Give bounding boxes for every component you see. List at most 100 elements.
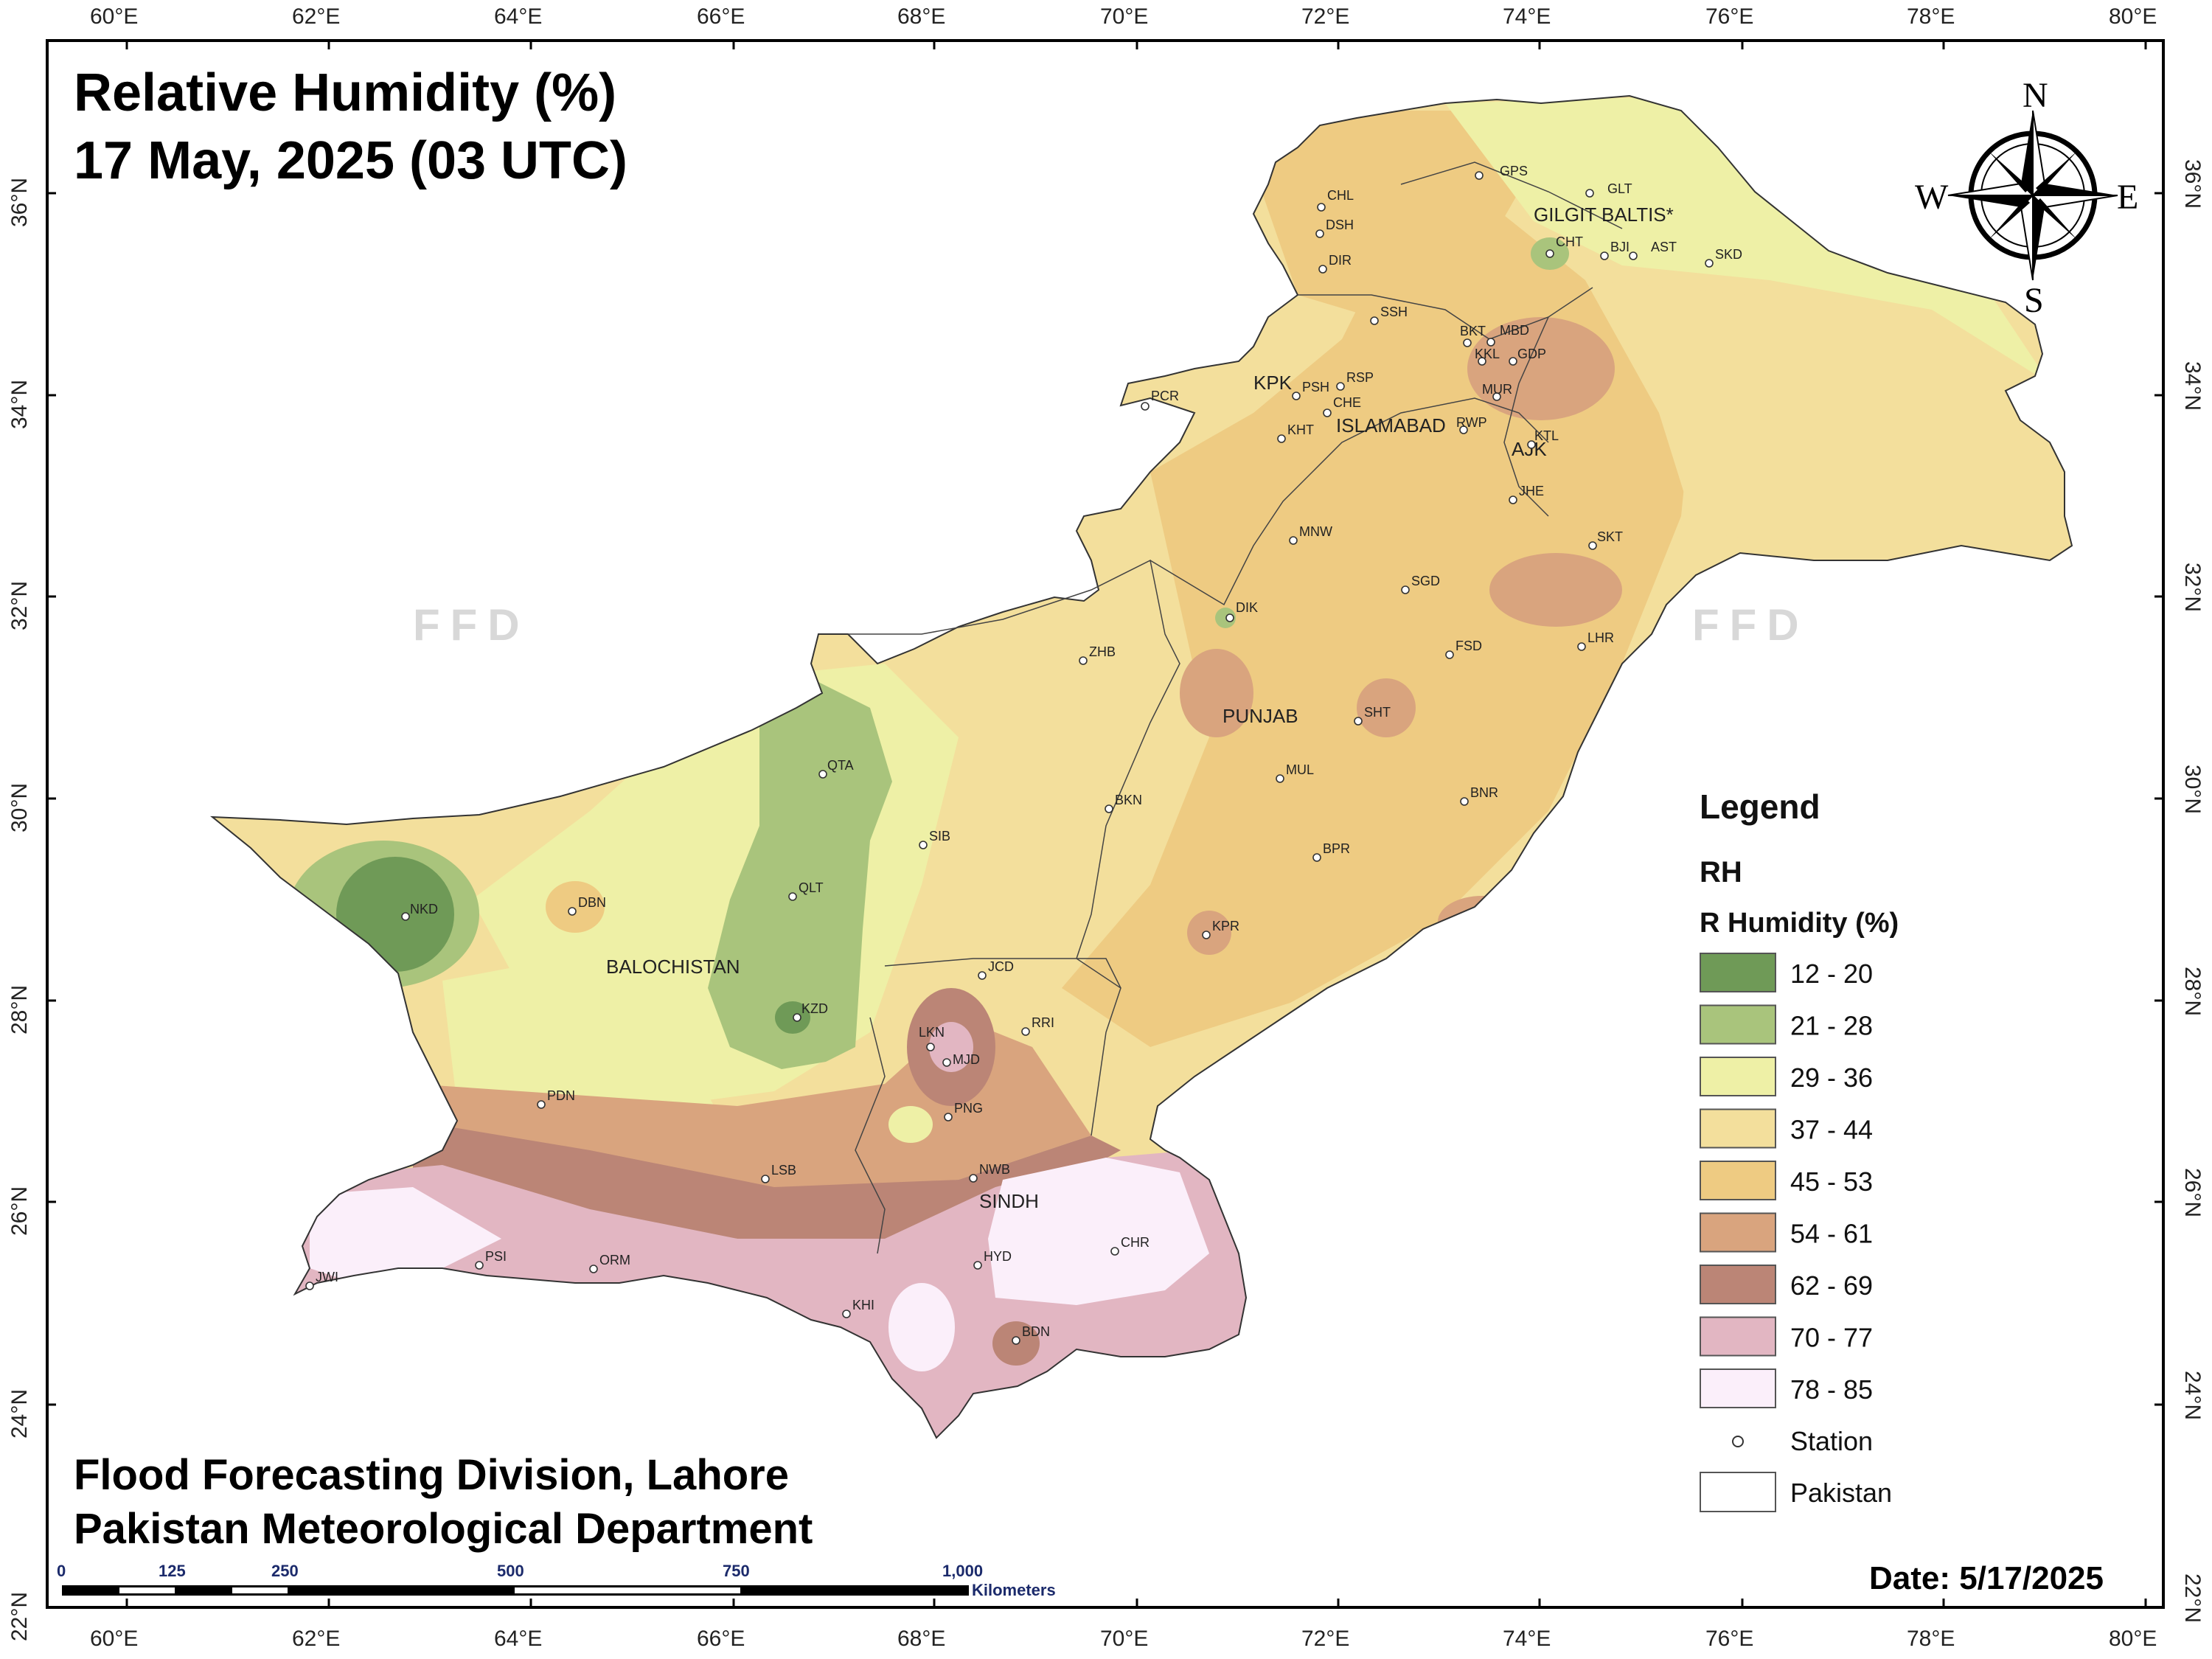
station-marker xyxy=(926,1043,935,1051)
lon-tick-label-bottom: 62°E xyxy=(292,1627,340,1651)
station-label: DSH xyxy=(1326,218,1354,232)
legend-class-label: 70 - 77 xyxy=(1790,1323,1873,1353)
station-label: GLT xyxy=(1607,181,1632,196)
station-label: SIB xyxy=(929,829,950,844)
station-marker xyxy=(1705,259,1714,268)
legend-swatch xyxy=(1700,1108,1776,1149)
station-label: PNG xyxy=(954,1101,983,1116)
scale-unit: Kilometers xyxy=(972,1581,1056,1599)
station-marker xyxy=(761,1175,770,1183)
compass-w: W xyxy=(1915,178,1949,217)
station-label: GPS xyxy=(1500,164,1528,178)
station-label: BPR xyxy=(1323,841,1350,856)
station-label: RRI xyxy=(1032,1015,1054,1030)
region-label: SINDH xyxy=(979,1190,1039,1212)
station-label: HYD xyxy=(984,1249,1012,1264)
station-label: SKD xyxy=(1715,247,1742,262)
footer-line1: Flood Forecasting Division, Lahore xyxy=(74,1451,789,1499)
legend-class-label: 37 - 44 xyxy=(1790,1115,1873,1145)
legend: Legend RH R Humidity (%) 12 - 20 21 - 28 2… xyxy=(1700,787,1899,1512)
station-marker xyxy=(1478,357,1486,366)
station-label: DBN xyxy=(578,895,606,910)
station-marker xyxy=(969,1174,978,1183)
legend-swatch xyxy=(1700,1057,1776,1096)
province-boundaries xyxy=(848,161,1623,1254)
station-marker xyxy=(1312,853,1321,862)
lon-tick-label-top: 60°E xyxy=(90,4,138,29)
station-marker xyxy=(1225,613,1234,622)
station-label: NKD xyxy=(410,902,438,917)
station-marker xyxy=(1486,338,1495,347)
map-date: Date: 5/17/2025 xyxy=(1869,1560,2104,1596)
legend-class-label: 12 - 20 xyxy=(1790,959,1873,989)
station-label: CHE xyxy=(1333,395,1361,410)
station-label: BKT xyxy=(1460,324,1486,338)
station-label: BDN xyxy=(1022,1324,1050,1339)
station-label: AST xyxy=(1651,240,1677,254)
station-label: SSH xyxy=(1380,305,1408,319)
station-label: JCD xyxy=(988,959,1014,974)
station-label: QLT xyxy=(799,880,824,895)
station-marker xyxy=(1323,408,1332,417)
station-marker xyxy=(1527,440,1536,449)
legend-swatch xyxy=(1700,1316,1776,1357)
station-marker xyxy=(568,907,577,916)
scale-label: 1,000 xyxy=(942,1562,983,1580)
station-label: KHI xyxy=(852,1298,874,1312)
region-label: ISLAMABAD xyxy=(1336,414,1446,437)
lon-tick-label-top: 78°E xyxy=(1907,4,1955,29)
map-title-line1: Relative Humidity (%) xyxy=(74,63,616,122)
legend-class-label: 62 - 69 xyxy=(1790,1270,1873,1301)
station-label: MNW xyxy=(1299,524,1332,539)
legend-class-label: 45 - 53 xyxy=(1790,1166,1873,1197)
lat-tick-label-right: 26°N xyxy=(2180,1168,2205,1217)
station-label: GDP xyxy=(1517,347,1546,361)
station-label: PSH xyxy=(1302,380,1329,394)
lon-tick-label-bottom: 64°E xyxy=(494,1627,542,1651)
station-label: PDN xyxy=(547,1088,575,1103)
lat-tick-label-left: 28°N xyxy=(7,985,32,1034)
station-label: LKN xyxy=(919,1025,945,1040)
legend-swatch xyxy=(1700,953,1776,992)
footer-line2: Pakistan Meteorological Department xyxy=(74,1505,813,1553)
lat-tick-label-right: 34°N xyxy=(2180,361,2205,411)
legend-pakistan-label: Pakistan xyxy=(1790,1478,1892,1508)
lat-tick-label-left: 22°N xyxy=(7,1592,32,1641)
station-marker xyxy=(1079,656,1088,665)
scale-bar: 0 125 250 500 750 1,000 Kilometers xyxy=(57,1562,1056,1599)
station-marker xyxy=(1315,229,1324,238)
station-label: MJD xyxy=(953,1052,980,1067)
lon-tick-label-top: 80°E xyxy=(2109,4,2157,29)
lon-tick-label-top: 70°E xyxy=(1100,4,1148,29)
lon-tick-label-top: 74°E xyxy=(1503,4,1551,29)
station-marker xyxy=(842,1310,851,1318)
station-label: LSB xyxy=(771,1163,796,1178)
station-label: MUR xyxy=(1482,382,1512,397)
map-title-line2: 17 May, 2025 (03 UTC) xyxy=(74,131,627,190)
lat-tick-label-left: 26°N xyxy=(7,1186,32,1236)
station-label: SKT xyxy=(1597,529,1623,544)
station-label: CHL xyxy=(1327,188,1354,203)
lon-tick-label-top: 66°E xyxy=(697,4,745,29)
legend-class-label: 29 - 36 xyxy=(1790,1062,1873,1093)
legend-class-label: 78 - 85 xyxy=(1790,1374,1873,1405)
station-label: QTA xyxy=(827,758,854,773)
station-marker xyxy=(1292,392,1301,400)
station-label: BKN xyxy=(1115,793,1142,807)
station-marker xyxy=(793,1013,801,1022)
station-marker xyxy=(942,1058,951,1067)
station-label: CHR xyxy=(1121,1235,1150,1250)
compass-s: S xyxy=(2024,281,2044,320)
station-marker xyxy=(305,1281,314,1290)
legend-station-label: Station xyxy=(1790,1426,1873,1456)
axis-ticks: 60°E 60°E 62°E 62°E 64°E 64°E 66°E 66°E 68°E 68°E… xyxy=(7,4,2205,1651)
legend-class-label: 54 - 61 xyxy=(1790,1219,1873,1249)
station-marker xyxy=(1289,536,1298,545)
station-marker xyxy=(788,892,797,901)
station-marker xyxy=(818,770,827,779)
lon-tick-label-top: 72°E xyxy=(1301,4,1349,29)
station-marker xyxy=(1336,382,1345,391)
station-marker xyxy=(401,912,410,921)
station-label: PCR xyxy=(1151,389,1179,403)
